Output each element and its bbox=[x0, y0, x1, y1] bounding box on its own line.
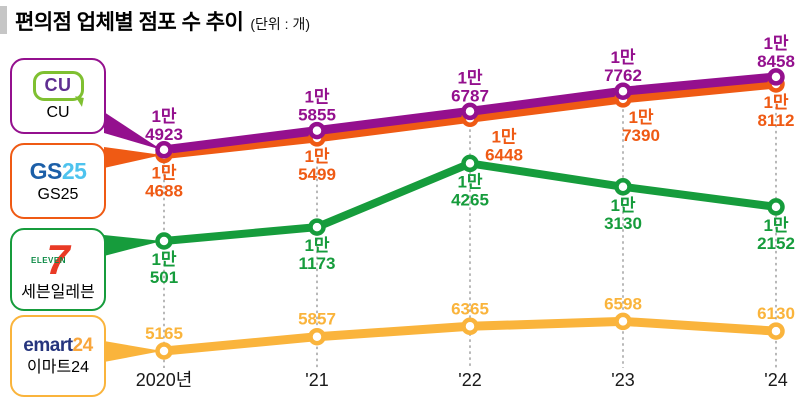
title-accent-bar bbox=[0, 6, 7, 34]
header: 편의점 업체별 점포 수 추이 (단위 : 개) bbox=[15, 6, 310, 36]
data-point-세븐일레븐 bbox=[155, 232, 173, 250]
data-point-세븐일레븐 bbox=[767, 198, 785, 216]
legend-label-gs25: GS25 bbox=[37, 186, 79, 203]
gs25-logo: GS25 bbox=[30, 159, 87, 183]
value-label-CU: 1만 bbox=[151, 107, 176, 126]
data-point-CU bbox=[461, 102, 479, 121]
gs25-logo-25: 25 bbox=[61, 158, 87, 184]
value-label-세븐일레븐: 1만 bbox=[457, 172, 482, 191]
x-tick-label: '22 bbox=[458, 370, 481, 390]
value-label-GS25: 1만 bbox=[304, 147, 329, 166]
value-label-이마트24: 6598 bbox=[604, 294, 642, 313]
value-label-CU: 1만 bbox=[304, 88, 329, 107]
emart-logo-emart: emart bbox=[23, 335, 73, 356]
value-label-이마트24: 6130 bbox=[757, 304, 795, 323]
value-label-GS25: 5499 bbox=[298, 165, 336, 184]
value-label-세븐일레븐: 501 bbox=[150, 268, 178, 287]
legend-box-seveneleven: 7 ELEVEN 세븐일레븐 bbox=[10, 228, 106, 311]
x-tick-label: '24 bbox=[764, 370, 787, 390]
value-label-CU: 5855 bbox=[298, 106, 336, 125]
data-point-이마트24 bbox=[614, 312, 632, 331]
legend-label-seveneleven: 세븐일레븐 bbox=[21, 283, 95, 301]
value-label-세븐일레븐: 2152 bbox=[757, 234, 795, 253]
data-point-CU bbox=[308, 121, 326, 140]
seven-logo-7: 7 bbox=[46, 235, 70, 283]
x-tick-label: 2020년 bbox=[136, 370, 193, 390]
data-point-이마트24 bbox=[155, 342, 173, 360]
data-point-세븐일레븐 bbox=[461, 154, 479, 173]
value-label-CU: 1만 bbox=[610, 48, 635, 67]
legend-box-cu: CU CU bbox=[10, 58, 106, 134]
data-point-이마트24 bbox=[767, 322, 785, 340]
data-point-CU bbox=[155, 141, 173, 159]
value-label-세븐일레븐: 3130 bbox=[604, 214, 642, 233]
value-label-GS25: 7390 bbox=[622, 126, 660, 145]
legend-label-emart24: 이마트24 bbox=[27, 359, 89, 376]
emart-logo-24: 24 bbox=[72, 335, 94, 356]
value-label-세븐일레븐: 1만 bbox=[151, 250, 176, 269]
x-tick-label: '21 bbox=[305, 370, 328, 390]
value-label-이마트24: 5857 bbox=[298, 310, 336, 329]
value-label-GS25: 1만 bbox=[628, 108, 653, 127]
value-label-이마트24: 5165 bbox=[145, 324, 183, 343]
legend-pointer-emart24 bbox=[104, 341, 162, 362]
data-point-이마트24 bbox=[308, 327, 326, 346]
data-point-세븐일레븐 bbox=[614, 178, 632, 196]
value-label-이마트24: 6365 bbox=[451, 299, 489, 318]
gs25-logo-gs: GS bbox=[29, 158, 63, 184]
value-label-CU: 6787 bbox=[451, 86, 489, 105]
data-point-이마트24 bbox=[461, 317, 479, 336]
value-label-세븐일레븐: 1만 bbox=[610, 196, 635, 215]
value-label-세븐일레븐: 1173 bbox=[299, 254, 336, 273]
page-title: 편의점 업체별 점포 수 추이 bbox=[15, 11, 244, 34]
value-label-GS25: 4688 bbox=[145, 182, 183, 201]
emart24-logo: emart24 bbox=[23, 335, 94, 356]
data-point-CU bbox=[767, 68, 785, 86]
value-label-GS25: 8112 bbox=[758, 111, 795, 130]
data-point-CU bbox=[614, 82, 632, 100]
legend-label-cu: CU bbox=[46, 104, 70, 121]
value-label-GS25: 1만 bbox=[491, 127, 516, 146]
cu-logo: CU bbox=[32, 71, 84, 107]
legend-pointer-cu bbox=[104, 112, 162, 150]
value-label-CU: 4923 bbox=[145, 125, 183, 144]
legend-pointer-seveneleven bbox=[104, 235, 162, 256]
legend-box-gs25: GS25 GS25 bbox=[10, 143, 106, 219]
value-label-세븐일레븐: 1만 bbox=[763, 216, 788, 235]
value-label-CU: 7762 bbox=[604, 66, 642, 85]
value-label-CU: 1만 bbox=[763, 34, 788, 53]
value-label-세븐일레븐: 1만 bbox=[304, 236, 329, 255]
cu-logo-text: CU bbox=[44, 75, 72, 95]
value-label-세븐일레븐: 4265 bbox=[451, 190, 489, 209]
value-label-CU: 1만 bbox=[457, 68, 482, 87]
unit-label: (단위 : 개) bbox=[250, 16, 310, 32]
legend-box-emart24: emart24 이마트24 bbox=[10, 315, 106, 397]
x-tick-label: '23 bbox=[611, 370, 634, 390]
data-point-세븐일레븐 bbox=[308, 218, 326, 236]
seven-eleven-logo: 7 ELEVEN bbox=[31, 235, 81, 283]
value-label-GS25: 6448 bbox=[485, 145, 523, 164]
legend-pointer-gs25 bbox=[104, 147, 162, 168]
value-label-GS25: 1만 bbox=[763, 93, 788, 112]
seven-logo-eleven: ELEVEN bbox=[31, 255, 67, 265]
value-label-GS25: 1만 bbox=[151, 164, 176, 183]
value-label-CU: 8458 bbox=[757, 52, 795, 71]
